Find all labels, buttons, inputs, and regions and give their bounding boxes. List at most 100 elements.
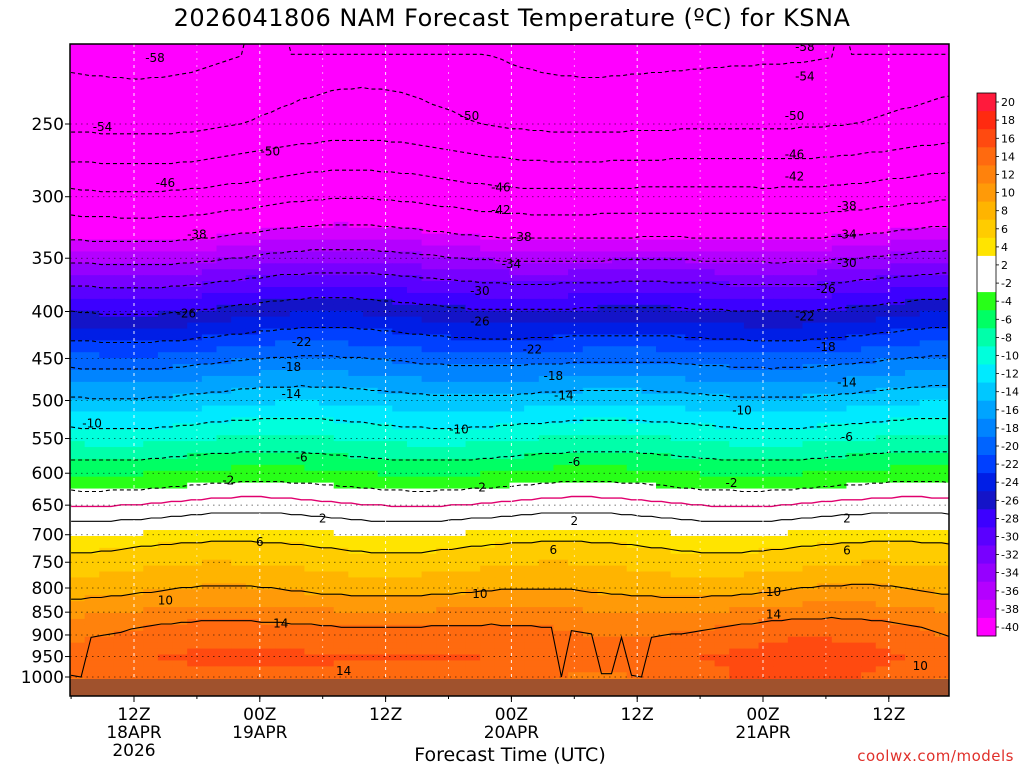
temperature-cell [494,156,511,164]
temperature-cell [802,340,818,347]
temperature-cell [172,227,188,235]
temperature-cell [846,55,862,63]
temperature-cell [729,67,745,75]
temperature-cell [656,370,672,377]
temperature-cell [758,109,774,116]
temperature-cell [714,476,730,484]
temperature-cell [861,340,877,347]
temperature-cell [787,387,804,395]
temperature-cell [421,103,437,110]
temperature-cell [289,215,305,223]
temperature-cell [289,310,305,318]
temperature-cell [84,174,100,181]
temperature-cell [348,103,364,110]
temperature-cell [113,512,130,519]
temperature-cell [187,470,203,478]
temperature-cell [743,322,760,330]
temperature-cell [245,387,262,395]
temperature-cell [553,375,569,383]
temperature-cell [568,269,584,276]
temperature-cell [612,85,628,93]
temperature-cell [172,417,188,424]
temperature-cell [641,364,657,371]
temperature-cell [216,55,232,63]
temperature-cell [538,138,555,146]
temperature-cell [934,144,949,152]
temperature-cell [670,470,686,478]
temperature-cell [743,49,760,57]
temperature-cell [846,429,862,436]
temperature-cell [406,73,423,81]
temperature-cell [758,97,774,104]
temperature-cell [377,150,393,158]
temperature-cell [524,482,540,490]
temperature-cell [231,174,247,181]
temperature-cell [494,476,511,484]
temperature-cell [905,73,921,81]
temperature-cell [553,55,569,63]
temperature-cell [421,417,437,424]
temperature-cell [99,393,115,401]
temperature-cell [656,346,672,353]
temperature-cell [392,370,408,377]
temperature-cell [509,115,525,122]
temperature-cell [699,292,716,300]
temperature-cell [773,251,789,258]
temperature-cell [509,150,525,158]
temperature-cell [905,304,921,312]
temperature-cell [450,61,467,69]
temperature-cell [70,423,86,430]
temperature-cell [817,138,833,146]
temperature-cell [787,121,804,128]
temperature-cell [509,79,525,87]
temperature-cell [538,162,555,170]
temperature-cell [787,73,804,81]
temperature-cell [758,470,774,478]
temperature-cell [875,435,891,442]
temperature-cell [450,417,467,424]
temperature-cell [612,316,628,324]
temperature-cell [348,358,364,365]
temperature-cell [494,215,511,223]
temperature-cell [553,109,569,116]
temperature-cell [875,411,891,419]
temperature-cell [319,186,335,193]
temperature-cell [626,370,642,377]
temperature-cell [626,103,642,110]
temperature-cell [494,162,511,170]
temperature-cell [773,346,789,353]
temperature-cell [128,304,144,312]
temperature-cell [553,500,569,507]
temperature-cell [406,458,423,466]
temperature-cell [817,429,833,436]
temperature-cell [568,221,584,229]
temperature-cell [465,204,481,211]
temperature-cell [699,227,716,235]
temperature-cell [363,233,379,241]
temperature-cell [70,67,86,75]
temperature-cell [743,530,760,537]
temperature-cell [465,452,481,460]
temperature-cell [143,375,159,383]
temperature-cell [84,103,100,110]
temperature-cell [919,109,935,116]
temperature-cell [509,506,525,513]
temperature-cell [157,530,174,537]
temperature-cell [905,61,921,69]
temperature-cell [333,417,349,424]
temperature-cell [436,423,452,430]
temperature-cell [201,506,218,513]
temperature-cell [289,121,305,128]
temperature-cell [70,535,86,543]
temperature-cell [875,233,891,241]
temperature-cell [421,209,437,217]
temperature-cell [480,168,496,175]
temperature-cell [641,500,657,507]
temperature-cell [846,79,862,87]
temperature-cell [699,328,716,336]
temperature-cell [787,393,804,401]
temperature-cell [890,263,906,270]
temperature-cell [582,73,598,81]
temperature-cell [245,370,262,377]
temperature-cell [406,482,423,490]
